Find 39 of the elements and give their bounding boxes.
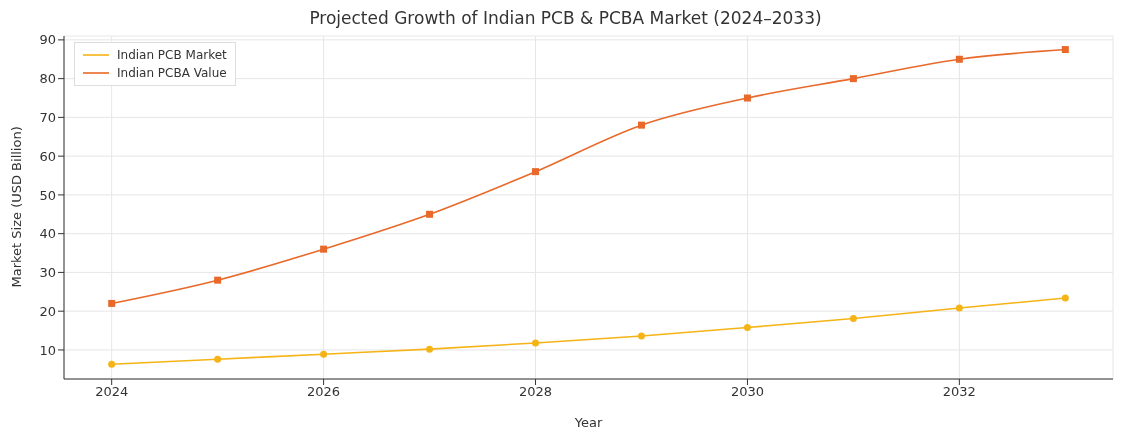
legend-label: Indian PCBA Value [117, 65, 227, 82]
point [1061, 46, 1069, 54]
x-tick-label: 2028 [518, 384, 553, 400]
x-tick-label: 2030 [730, 384, 764, 400]
point [320, 245, 328, 253]
point [532, 168, 540, 176]
point [426, 210, 434, 218]
point [108, 360, 116, 368]
y-tick-label: 90 [39, 32, 56, 48]
x-axis-title: Year [573, 415, 603, 430]
point [214, 355, 222, 363]
point [637, 332, 645, 340]
y-tick-label: 60 [39, 148, 56, 164]
point [849, 315, 857, 323]
point [532, 339, 540, 347]
point [320, 350, 328, 358]
chart-title: Projected Growth of Indian PCB & PCBA Market (2024–2033) [308, 8, 823, 28]
point [955, 304, 963, 312]
point [743, 94, 751, 102]
y-tick-label: 30 [39, 265, 56, 281]
y-tick-label: 70 [39, 110, 56, 125]
point [637, 121, 645, 129]
point [108, 299, 116, 307]
point [426, 345, 434, 353]
y-axis-title: Market Size (USD Billion) [8, 126, 24, 288]
point [955, 55, 963, 63]
legend-label: Indian PCB Market [117, 47, 227, 64]
point [214, 276, 222, 284]
x-tick-label: 2026 [307, 384, 341, 400]
x-tick-label: 2032 [942, 384, 976, 400]
point [849, 75, 857, 83]
y-tick-label: 20 [39, 303, 56, 319]
y-tick-label: 80 [39, 71, 56, 87]
y-tick-label: 40 [39, 226, 56, 242]
y-tick-label: 10 [39, 342, 56, 358]
point [743, 323, 751, 331]
point [1061, 294, 1069, 302]
y-tick-label: 50 [39, 187, 56, 203]
x-tick-label: 2024 [95, 384, 129, 400]
